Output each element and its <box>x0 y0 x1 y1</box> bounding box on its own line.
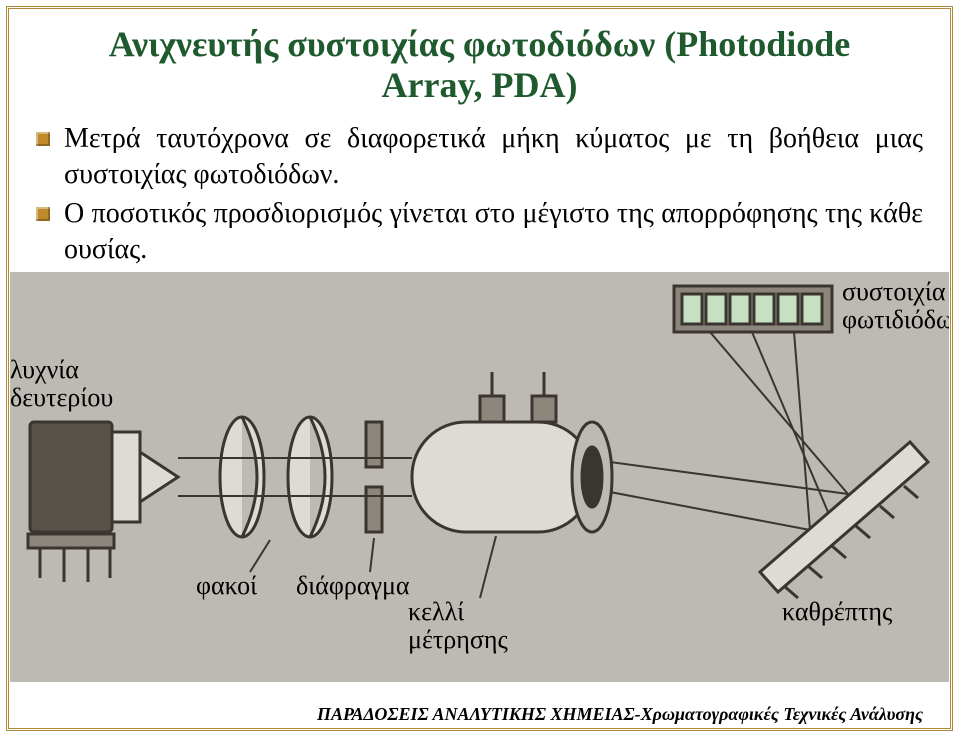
bullet-list: Μετρά ταυτόχρονα σε διαφορετικά μήκη κύμ… <box>36 121 923 268</box>
optical-diagram-svg: λυχνία δευτερίου φακοί διάφραγμα κελλί μ… <box>10 272 949 682</box>
slide-footer: ΠΑΡΑΔΟΣΕΙΣ ΑΝΑΛΥΤΙΚΗΣ ΧΗΜΕΙΑΣ-Χρωματογρα… <box>317 704 923 725</box>
bullet-text: Ο ποσοτικός προσδιορισμός γίνεται στο μέ… <box>64 196 923 268</box>
title-line-1: Ανιχνευτής συστοιχίας φωτοδιόδων (Photod… <box>109 24 851 64</box>
bullet-marker-icon <box>36 132 50 146</box>
label-diaphragm: διάφραγμα <box>296 571 410 600</box>
bullet-marker-icon <box>36 207 50 221</box>
bullet-text: Μετρά ταυτόχρονα σε διαφορετικά μήκη κύμ… <box>64 121 923 193</box>
bullet-item: Μετρά ταυτόχρονα σε διαφορετικά μήκη κύμ… <box>36 121 923 193</box>
label-cell-2: μέτρησης <box>408 625 508 654</box>
diagram-figure: λυχνία δευτερίου φακοί διάφραγμα κελλί μ… <box>10 272 949 682</box>
bullet-item: Ο ποσοτικός προσδιορισμός γίνεται στο μέ… <box>36 196 923 268</box>
label-cell-1: κελλί <box>408 597 464 626</box>
slide-title: Ανιχνευτής συστοιχίας φωτοδιόδων (Photod… <box>36 24 923 107</box>
label-lamp-2: δευτερίου <box>10 383 113 412</box>
label-array-1: συστοιχία <box>842 277 946 306</box>
label-array-2: φωτιδιόδων <box>842 305 949 334</box>
label-mirror: καθρέπτης <box>782 597 893 626</box>
label-lamp-1: λυχνία <box>10 355 79 384</box>
label-lenses: φακοί <box>196 571 257 600</box>
title-line-2: Array, PDA) <box>382 65 578 105</box>
